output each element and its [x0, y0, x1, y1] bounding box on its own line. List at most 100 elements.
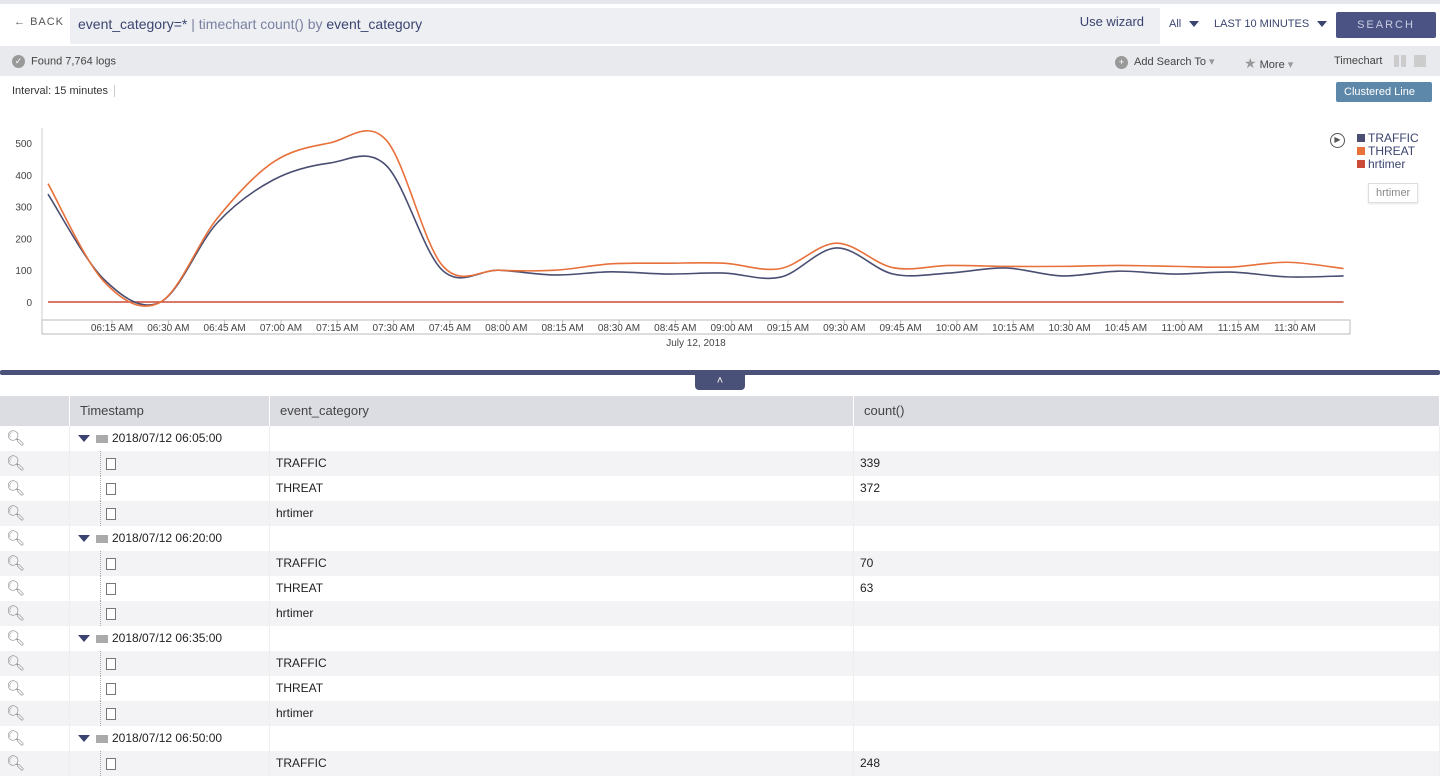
- x-tick-label: 08:15 AM: [542, 323, 584, 334]
- x-tick-label: 07:15 AM: [316, 323, 358, 334]
- tree-line: [100, 676, 101, 701]
- count-cell: [854, 676, 1440, 701]
- caret-down-icon[interactable]: [78, 735, 90, 743]
- x-tick-label: 08:00 AM: [485, 323, 527, 334]
- table-row[interactable]: 🔍︎ THREAT 372: [0, 476, 1440, 501]
- back-button[interactable]: ← BACK: [14, 16, 65, 28]
- x-tick-label: 07:00 AM: [260, 323, 302, 334]
- count-cell: [854, 701, 1440, 726]
- folder-icon: [96, 534, 108, 543]
- table-group-row[interactable]: 🔍︎ 2018/07/12 06:20:00: [0, 526, 1440, 551]
- event-category-cell: TRAFFIC: [270, 551, 854, 576]
- table-row[interactable]: 🔍︎ TRAFFIC 70: [0, 551, 1440, 576]
- event-category-cell: hrtimer: [270, 601, 854, 626]
- x-axis: [41, 319, 1351, 335]
- column-header-event-category[interactable]: event_category: [270, 396, 854, 426]
- scope-dropdown[interactable]: All: [1169, 18, 1200, 30]
- caret-down-icon: [1352, 109, 1362, 116]
- caret-down-icon[interactable]: [78, 535, 90, 543]
- group-timestamp: 2018/07/12 06:20:00: [112, 531, 223, 545]
- document-icon: [106, 607, 116, 620]
- document-icon: [106, 557, 116, 570]
- search-icon[interactable]: 🔍︎: [6, 605, 26, 622]
- plus-icon: +: [1115, 55, 1128, 69]
- tree-line: [100, 651, 101, 676]
- search-icon[interactable]: 🔍︎: [6, 755, 26, 772]
- query-input[interactable]: event_category=* | timechart count() by …: [70, 8, 1160, 44]
- search-icon[interactable]: 🔍︎: [6, 630, 26, 647]
- table-group-row[interactable]: 🔍︎ 2018/07/12 06:50:00: [0, 726, 1440, 751]
- search-button[interactable]: SEARCH: [1336, 12, 1436, 38]
- search-icon[interactable]: 🔍︎: [6, 530, 26, 547]
- document-icon: [106, 682, 116, 695]
- series-line-traffic[interactable]: [47, 155, 1344, 306]
- add-search-to-button[interactable]: + Add Search To ▾: [1115, 55, 1215, 69]
- search-icon[interactable]: 🔍︎: [6, 680, 26, 697]
- count-cell: [854, 651, 1440, 676]
- tree-line: [100, 751, 101, 776]
- tree-line: [100, 576, 101, 601]
- tree-line: [100, 601, 101, 626]
- y-tick-label: 400: [15, 171, 32, 182]
- play-icon[interactable]: ▶: [1330, 133, 1345, 148]
- caret-down-icon: [1317, 21, 1328, 28]
- pane-splitter[interactable]: [0, 370, 1440, 375]
- search-icon[interactable]: 🔍︎: [6, 430, 26, 447]
- table-group-row[interactable]: 🔍︎ 2018/07/12 06:05:00: [0, 426, 1440, 451]
- collapse-handle[interactable]: ˄: [695, 373, 745, 390]
- x-tick-label: 08:30 AM: [598, 323, 640, 334]
- column-header-count[interactable]: count(): [854, 396, 1440, 426]
- tree-line: [100, 701, 101, 726]
- table-row[interactable]: 🔍︎ TRAFFIC: [0, 651, 1440, 676]
- use-wizard-link[interactable]: Use wizard: [1079, 14, 1144, 29]
- y-tick-label: 500: [15, 139, 32, 150]
- tree-line: [100, 551, 101, 576]
- full-view-icon[interactable]: [1414, 55, 1426, 67]
- count-cell: 70: [854, 551, 1440, 576]
- table-row[interactable]: 🔍︎ hrtimer: [0, 701, 1440, 726]
- caret-down-icon[interactable]: [78, 635, 90, 643]
- table-row[interactable]: 🔍︎ THREAT: [0, 676, 1440, 701]
- tree-line: [100, 476, 101, 501]
- event-category-cell: hrtimer: [270, 701, 854, 726]
- count-cell: [854, 601, 1440, 626]
- table-row[interactable]: 🔍︎ TRAFFIC 248: [0, 751, 1440, 776]
- document-icon: [106, 482, 116, 495]
- search-icon[interactable]: 🔍︎: [6, 580, 26, 597]
- legend-item-traffic[interactable]: TRAFFIC: [1357, 132, 1419, 145]
- table-row[interactable]: 🔍︎ hrtimer: [0, 601, 1440, 626]
- table-row[interactable]: 🔍︎ TRAFFIC 339: [0, 451, 1440, 476]
- chart-type-dropdown[interactable]: Clustered Line: [1336, 82, 1432, 116]
- search-icon[interactable]: 🔍︎: [6, 480, 26, 497]
- x-tick-label: 09:15 AM: [767, 323, 809, 334]
- series-line-threat[interactable]: [47, 129, 1344, 307]
- event-category-cell: TRAFFIC: [270, 751, 854, 776]
- x-tick-label: 11:15 AM: [1218, 323, 1260, 334]
- x-tick-label: 11:00 AM: [1162, 323, 1204, 334]
- more-button[interactable]: ★ More ▾: [1244, 55, 1294, 71]
- caret-down-icon: [1189, 21, 1200, 28]
- x-tick-label: 08:45 AM: [654, 323, 696, 334]
- caret-down-icon[interactable]: [78, 435, 90, 443]
- legend-swatch: [1357, 134, 1365, 142]
- document-icon: [106, 507, 116, 520]
- table-group-row[interactable]: 🔍︎ 2018/07/12 06:35:00: [0, 626, 1440, 651]
- search-icon[interactable]: 🔍︎: [6, 730, 26, 747]
- legend-item-threat[interactable]: THREAT: [1357, 145, 1419, 158]
- results-table: Timestamp event_category count() 🔍︎ 2018…: [0, 396, 1440, 776]
- time-range-dropdown[interactable]: LAST 10 MINUTES: [1214, 18, 1328, 30]
- table-row[interactable]: 🔍︎ hrtimer: [0, 501, 1440, 526]
- search-bar: ← BACK event_category=* | timechart coun…: [0, 0, 1440, 46]
- search-icon[interactable]: 🔍︎: [6, 705, 26, 722]
- document-icon: [106, 457, 116, 470]
- column-header-timestamp[interactable]: Timestamp: [70, 396, 270, 426]
- search-icon[interactable]: 🔍︎: [6, 505, 26, 522]
- split-view-icon[interactable]: [1394, 55, 1406, 67]
- search-icon[interactable]: 🔍︎: [6, 655, 26, 672]
- search-icon[interactable]: 🔍︎: [6, 455, 26, 472]
- legend-item-hrtimer[interactable]: hrtimer: [1357, 158, 1419, 171]
- found-count: ✓ Found 7,764 logs: [12, 55, 116, 68]
- search-icon[interactable]: 🔍︎: [6, 555, 26, 572]
- folder-icon: [96, 734, 108, 743]
- table-row[interactable]: 🔍︎ THREAT 63: [0, 576, 1440, 601]
